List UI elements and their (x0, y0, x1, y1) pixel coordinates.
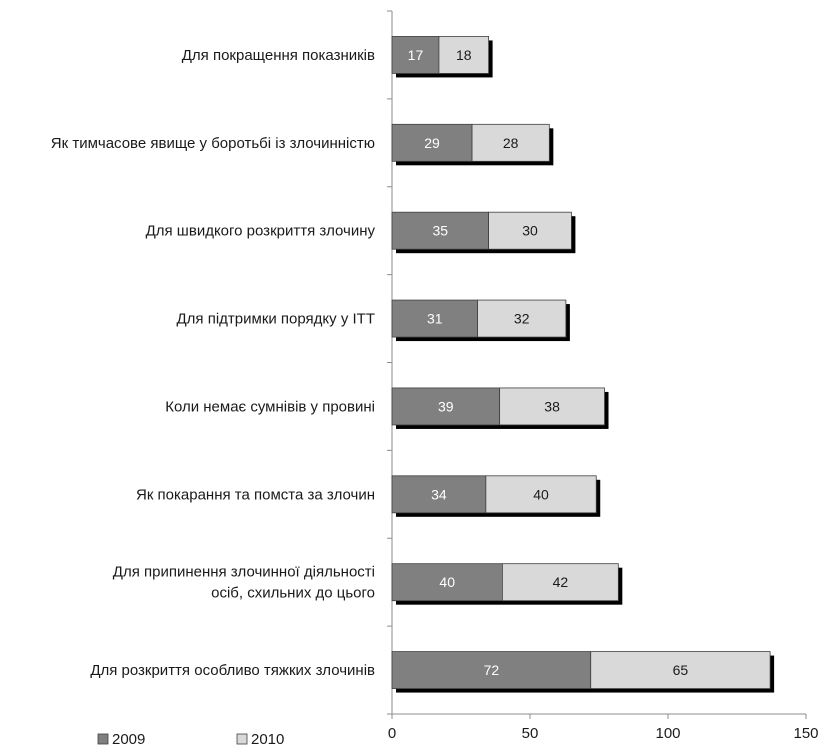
bar-2009 (391, 299, 478, 338)
legend-swatch-2010 (236, 733, 248, 745)
legend-label: 2009 (112, 731, 145, 748)
x-tick-label: 150 (793, 725, 818, 742)
category-label: Для підтримки порядку у ІТТ (177, 311, 376, 328)
bar-2009 (391, 123, 473, 162)
category-label: Для покращення показників (182, 47, 375, 64)
legend-label: 2010 (251, 731, 284, 748)
data-label: 40 (439, 574, 455, 590)
data-label: 38 (544, 398, 560, 414)
data-label: 42 (553, 574, 569, 590)
bar-2010 (488, 211, 572, 250)
data-label: 28 (503, 135, 519, 151)
data-label: 29 (424, 135, 440, 151)
data-label: 31 (427, 311, 443, 327)
data-label: 40 (533, 486, 549, 502)
data-label: 72 (484, 662, 500, 678)
category-label: Для припинення злочинної діяльності (113, 564, 375, 581)
category-label: Як тимчасове явище у боротьбі із злочинн… (51, 135, 375, 152)
x-tick-label: 50 (522, 725, 539, 742)
data-label: 35 (433, 223, 449, 239)
data-label: 30 (522, 223, 538, 239)
category-label: Для швидкого розкриття злочину (146, 223, 376, 240)
bar-2010 (499, 387, 605, 426)
data-label: 32 (514, 311, 530, 327)
legend-swatch-2009 (97, 733, 109, 745)
category-label: Для розкриття особливо тяжких злочинів (90, 662, 375, 679)
bar-2009 (391, 475, 487, 514)
x-tick-label: 100 (655, 725, 680, 742)
bar-2010 (485, 475, 597, 514)
bar-2010 (590, 651, 771, 689)
bar-2009 (391, 563, 503, 602)
bar-2010 (438, 36, 490, 74)
category-label: Як покарання та помста за злочин (136, 486, 375, 503)
data-label: 18 (456, 47, 472, 63)
data-label: 39 (438, 398, 454, 414)
bar-2010 (501, 563, 619, 602)
data-label: 65 (673, 662, 689, 678)
data-label: 34 (431, 486, 447, 502)
category-label: осіб, схильних до цього (211, 585, 375, 602)
bar-2010 (471, 123, 550, 162)
bar-2010 (477, 299, 567, 338)
x-tick-label: 0 (388, 725, 396, 742)
category-label: Коли немає сумнівів у провині (165, 398, 375, 415)
data-label: 17 (408, 47, 424, 63)
